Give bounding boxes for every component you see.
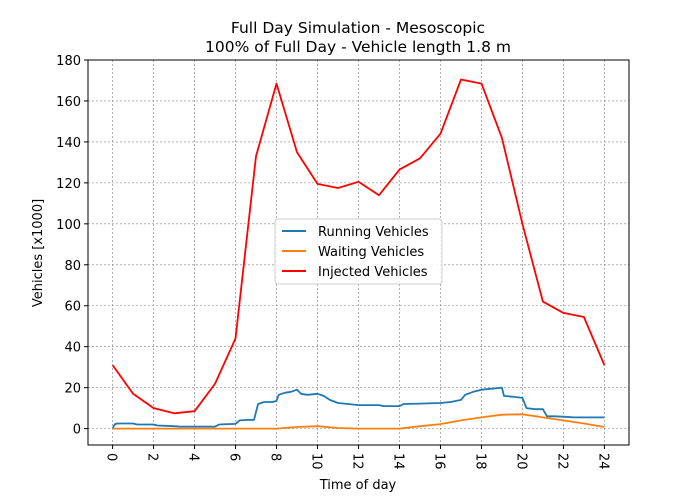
y-tick-label: 20: [64, 382, 81, 397]
injected-vehicles-line: [111, 78, 606, 415]
x-tick-label: 10: [309, 453, 324, 470]
y-tick-label: 180: [56, 54, 81, 69]
y-tick-label: 80: [64, 259, 81, 274]
legend-box: [274, 218, 443, 285]
x-tick-label: 4: [186, 453, 201, 461]
x-tick-label: 18: [472, 453, 487, 470]
x-tick-label: 20: [513, 453, 528, 470]
running-vehicles-line: [111, 386, 605, 429]
x-tick-label: 12: [350, 453, 365, 470]
x-axis: 0 2 4 6 8 10 12 14 16 18 20 22 24: [104, 445, 610, 470]
chart-subtitle: 100% of Full Day - Vehicle length 1.8 m: [205, 38, 511, 56]
x-tick-label: 6: [227, 453, 242, 461]
y-axis: 0 20 40 60 80 100 120 140 160 180: [56, 54, 88, 438]
legend: Running Vehicles Waiting Vehicles Inject…: [274, 218, 443, 285]
y-axis-label: Vehicles [x1000]: [31, 199, 46, 307]
y-tick-label: 140: [56, 136, 81, 151]
y-tick-label: 100: [56, 218, 81, 233]
x-tick-label: 2: [145, 453, 160, 461]
legend-label-waiting: Waiting Vehicles: [318, 245, 424, 260]
x-tick-label: 24: [595, 453, 610, 470]
x-tick-label: 0: [104, 453, 119, 461]
chart-title: Full Day Simulation - Mesoscopic: [231, 19, 485, 37]
legend-label-running: Running Vehicles: [318, 225, 429, 240]
waiting-vehicles-line: [112, 413, 605, 430]
y-tick-label: 160: [56, 95, 81, 110]
y-tick-label: 120: [56, 177, 81, 192]
y-tick-label: 40: [64, 341, 81, 356]
y-tick-label: 0: [73, 423, 81, 438]
legend-label-injected: Injected Vehicles: [318, 265, 428, 280]
x-tick-label: 16: [431, 453, 446, 470]
series-layer: [111, 78, 606, 430]
y-tick-label: 60: [64, 300, 81, 315]
x-tick-label: 8: [268, 453, 283, 461]
x-tick-label: 22: [554, 453, 569, 470]
x-axis-label: Time of day: [319, 478, 397, 493]
x-tick-label: 14: [390, 453, 405, 470]
